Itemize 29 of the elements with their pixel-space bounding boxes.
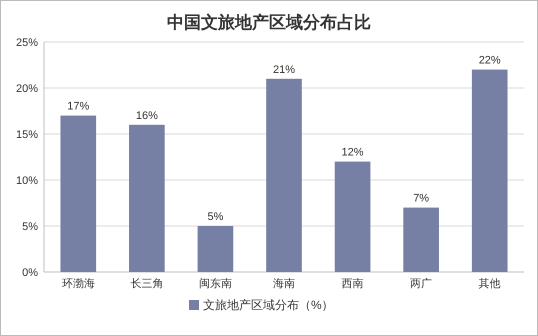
x-tick-label: 长三角 bbox=[130, 277, 164, 290]
legend-label: 文旅地产区域分布（%） bbox=[203, 298, 334, 312]
data-label: 5% bbox=[207, 211, 224, 223]
bar bbox=[129, 124, 165, 272]
x-tick-label: 西南 bbox=[342, 277, 364, 290]
data-label: 12% bbox=[342, 146, 364, 159]
y-tick-label: 0% bbox=[22, 267, 38, 279]
data-label: 17% bbox=[67, 100, 90, 113]
y-tick-label: 25% bbox=[16, 37, 38, 49]
y-tick-label: 5% bbox=[22, 221, 38, 233]
data-label: 21% bbox=[272, 64, 296, 76]
bar bbox=[266, 78, 302, 272]
y-tick-label: 10% bbox=[16, 175, 38, 187]
data-label: 7% bbox=[413, 192, 430, 205]
bar bbox=[472, 70, 508, 272]
bar bbox=[60, 116, 96, 272]
y-tick-label: 20% bbox=[16, 83, 38, 95]
y-tick-label: 15% bbox=[16, 129, 38, 141]
data-label: 22% bbox=[478, 54, 501, 67]
data-label: 16% bbox=[136, 110, 158, 122]
x-tick-label: 其他 bbox=[478, 277, 501, 290]
x-tick-label: 闽东南 bbox=[198, 277, 232, 290]
x-tick-label: 环渤海 bbox=[62, 277, 95, 290]
bar bbox=[334, 162, 370, 272]
chart-title: 中国文旅地产区域分布占比 bbox=[167, 13, 371, 32]
bar bbox=[403, 208, 439, 272]
x-tick-label: 两广 bbox=[410, 277, 432, 290]
bar bbox=[198, 226, 234, 272]
x-tick-label: 海南 bbox=[273, 277, 295, 290]
